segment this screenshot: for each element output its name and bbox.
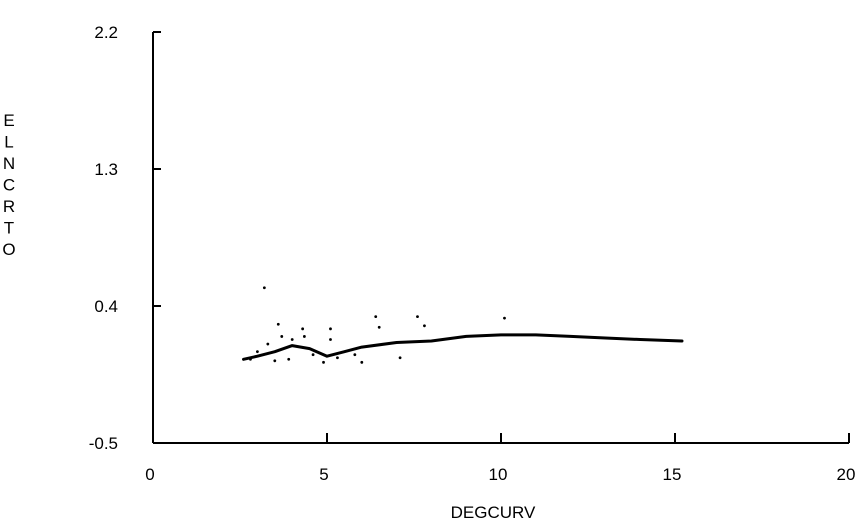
data-point (503, 316, 506, 320)
data-point (353, 353, 357, 357)
y-tick-label: -0.5 (89, 434, 118, 453)
data-point (266, 342, 270, 346)
data-point (273, 359, 277, 363)
data-point (336, 356, 339, 360)
x-axis-title: DEGCURV (451, 503, 536, 522)
data-point (322, 360, 325, 364)
data-point (301, 327, 305, 331)
x-tick-label: 0 (145, 465, 154, 484)
x-tick-label: 15 (663, 465, 682, 484)
y-tick-label: 2.2 (94, 23, 118, 42)
y-tick-marks (153, 31, 161, 444)
data-point (423, 324, 426, 328)
data-point (290, 338, 294, 341)
data-point (287, 357, 291, 361)
y-axis-title-letter: E (3, 111, 14, 130)
x-tick-labels: 0 5 10 15 20 (145, 465, 855, 484)
data-point (398, 356, 402, 360)
y-axis-title-letter: R (3, 197, 15, 216)
y-axis-title-letter: T (4, 219, 14, 238)
y-tick-label: 0.4 (94, 297, 118, 316)
data-point (329, 327, 332, 331)
y-axis-title-letter: L (4, 133, 13, 152)
x-tick-label: 20 (837, 465, 856, 484)
data-point (276, 322, 280, 326)
y-axis-title-letter: O (2, 240, 15, 259)
y-tick-labels: 2.2 1.3 0.4 -0.5 (89, 23, 118, 453)
data-point (416, 315, 419, 319)
data-point (311, 353, 315, 357)
data-points (249, 286, 506, 364)
data-point (302, 335, 306, 338)
y-axis-title-letter: C (3, 176, 15, 195)
y-tick-label: 1.3 (94, 160, 118, 179)
y-axis-title-letter: N (3, 154, 15, 173)
data-point (377, 325, 381, 329)
x-tick-label: 10 (489, 465, 508, 484)
data-point (329, 338, 332, 341)
x-tick-label: 5 (319, 465, 328, 484)
data-point (374, 315, 378, 319)
data-point (280, 335, 284, 338)
x-tick-marks (152, 433, 850, 443)
data-point (256, 350, 259, 354)
data-point (262, 286, 266, 290)
data-point (360, 360, 364, 364)
smoothed-trend-line (242, 333, 684, 361)
